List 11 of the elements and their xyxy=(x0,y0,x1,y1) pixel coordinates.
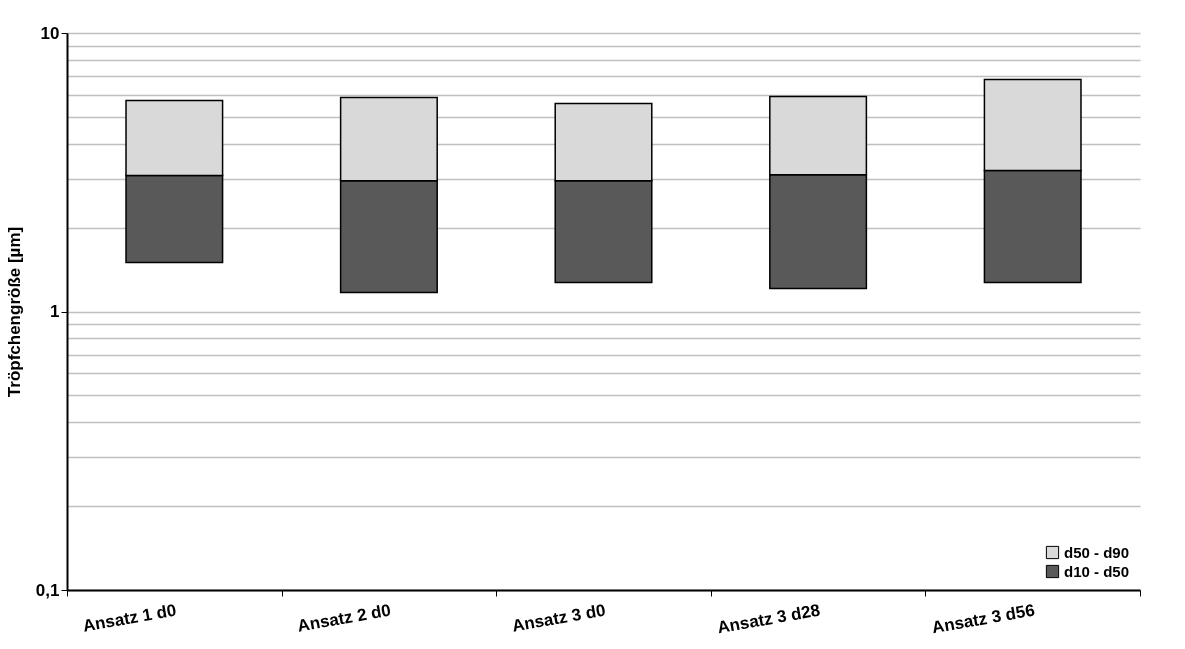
legend-label: d10 - d50 xyxy=(1064,562,1130,580)
y-tick-label: 1 xyxy=(50,302,60,321)
x-tick-label: Ansatz 3 d56 xyxy=(930,600,1037,638)
y-axis-title: Tröpfchengröße [µm] xyxy=(4,226,24,398)
x-tick-label: Ansatz 3 d0 xyxy=(510,600,607,636)
y-tick-label: 10 xyxy=(40,23,60,43)
x-tick-label: Ansatz 3 d28 xyxy=(715,600,822,638)
x-tick-label: Ansatz 1 d0 xyxy=(81,600,178,636)
y-tick-label: 0,1 xyxy=(35,580,60,600)
legend-label: d50 - d90 xyxy=(1064,543,1130,561)
x-tick-label: Ansatz 2 d0 xyxy=(296,600,393,636)
